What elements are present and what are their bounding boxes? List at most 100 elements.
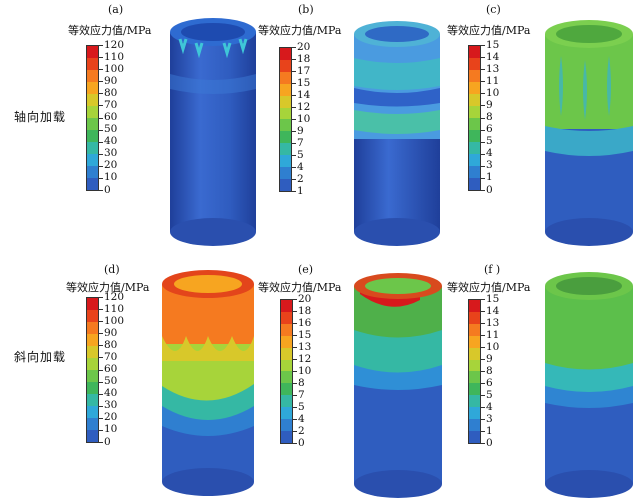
colorbar-tick-label: 0 — [486, 183, 493, 196]
colorbar-tick-mark — [99, 333, 103, 335]
colorbar-swatch — [280, 59, 291, 72]
colorbar-swatch — [87, 370, 98, 382]
colorbar-swatch — [469, 335, 480, 348]
cylinder-oblique-f — [545, 272, 633, 498]
colorbar-swatch — [469, 178, 480, 190]
colorbar-tick-label: 15 — [297, 76, 311, 89]
colorbar-tick-label: 7 — [297, 136, 304, 149]
colorbar-tick-label: 1 — [486, 424, 493, 437]
colorbar-tick-label: 14 — [297, 88, 311, 101]
colorbar-title: 等效应力值/MPa — [258, 281, 342, 294]
colorbar-swatch — [281, 407, 292, 420]
colorbar-swatch — [87, 46, 98, 58]
panel-letter: (a) — [108, 3, 124, 16]
colorbar-tick-label: 7 — [298, 388, 305, 401]
colorbar-tick-label: 100 — [104, 314, 125, 327]
colorbar-tick-label: 3 — [486, 412, 493, 425]
colorbar-tick-label: 40 — [104, 135, 118, 148]
colorbar-tick-mark — [99, 381, 103, 383]
colorbar-tick-label: 9 — [486, 98, 493, 111]
colorbar-tick-mark — [99, 405, 103, 407]
colorbar-swatch — [280, 178, 291, 191]
colorbar-tick-label: 16 — [298, 316, 312, 329]
colorbar-swatch — [469, 154, 480, 166]
colorbar-tick-mark — [292, 179, 296, 180]
colorbar-tick-label: 15 — [486, 38, 500, 51]
colorbar-tick-mark — [481, 299, 485, 300]
colorbar-tick-mark — [481, 443, 485, 444]
colorbar-tick-mark — [292, 131, 296, 132]
colorbar-tick-label: 50 — [104, 375, 118, 388]
colorbar-swatch — [280, 119, 291, 132]
colorbar-tick-mark — [293, 407, 297, 408]
colorbar-tick-label: 5 — [486, 135, 493, 148]
colorbar-tick-label: 20 — [104, 411, 118, 424]
colorbar-tick-mark — [293, 359, 297, 360]
colorbar-tick-label: 5 — [298, 400, 305, 413]
colorbar-tick-mark — [481, 69, 485, 71]
colorbar-swatch — [469, 70, 480, 82]
colorbar-tick-mark — [481, 371, 485, 372]
colorbar-tick-label: 20 — [298, 292, 312, 305]
colorbar-tick-label: 1 — [486, 171, 493, 184]
colorbar-tick-label: 10 — [104, 171, 118, 184]
colorbar-tick-mark — [99, 57, 103, 59]
colorbar-tick-label: 13 — [486, 62, 500, 75]
colorbar-swatch — [469, 166, 480, 178]
colorbar-tick-label: 4 — [297, 160, 304, 173]
colorbar-tick-mark — [292, 59, 296, 60]
colorbar-tick-label: 40 — [104, 387, 118, 400]
colorbar-tick-mark — [99, 190, 103, 191]
colorbar-tick-mark — [99, 153, 103, 155]
colorbar-tick-mark — [481, 129, 485, 131]
colorbar-swatch — [469, 383, 480, 396]
colorbar-tick-label: 14 — [486, 50, 500, 63]
colorbar-tick-label: 13 — [298, 340, 312, 353]
colorbar-tick-mark — [292, 119, 296, 120]
colorbar-tick-mark — [99, 165, 103, 167]
colorbar-swatch — [87, 178, 98, 190]
colorbar-tick-label: 10 — [104, 423, 118, 436]
colorbar-tick-mark — [292, 71, 296, 72]
colorbar-tick-mark — [292, 155, 296, 156]
colorbar — [86, 297, 99, 443]
colorbar-tick-label: 10 — [297, 112, 311, 125]
colorbar-tick-label: 15 — [298, 328, 312, 341]
colorbar-swatch — [280, 83, 291, 96]
panel-letter: (f ) — [484, 263, 501, 276]
colorbar-tick-label: 0 — [104, 435, 111, 448]
colorbar-tick-label: 18 — [298, 304, 312, 317]
cylinder-axial-a — [170, 18, 256, 246]
colorbar-tick-mark — [481, 383, 485, 384]
colorbar-swatch — [469, 130, 480, 142]
colorbar-tick-mark — [292, 83, 296, 84]
colorbar-swatch — [469, 323, 480, 336]
colorbar-title: 等效应力值/MPa — [258, 24, 342, 37]
colorbar-tick-mark — [99, 393, 103, 395]
colorbar-tick-mark — [293, 299, 297, 300]
colorbar-tick-mark — [99, 105, 103, 107]
colorbar-swatch — [469, 419, 480, 431]
colorbar-swatch — [469, 407, 480, 420]
colorbar-tick-mark — [99, 345, 103, 347]
colorbar-swatch — [281, 359, 292, 372]
colorbar-swatch — [280, 107, 291, 120]
colorbar-tick-label: 4 — [486, 400, 493, 413]
colorbar-tick-label: 10 — [298, 364, 312, 377]
colorbar-tick-mark — [293, 431, 297, 432]
colorbar-title: 等效应力值/MPa — [68, 24, 152, 37]
colorbar-swatch — [281, 419, 292, 431]
colorbar-tick-mark — [99, 309, 103, 311]
colorbar-tick-label: 10 — [486, 86, 500, 99]
colorbar-swatch — [281, 323, 292, 336]
colorbar-tick-label: 6 — [486, 123, 493, 136]
colorbar-tick-mark — [99, 177, 103, 179]
colorbar-tick-mark — [481, 190, 485, 191]
colorbar-tick-label: 14 — [486, 304, 500, 317]
colorbar-tick-label: 70 — [104, 350, 118, 363]
colorbar-swatch — [281, 430, 292, 443]
colorbar-tick-mark — [481, 395, 485, 396]
colorbar-tick-label: 110 — [104, 302, 125, 315]
colorbar-tick-mark — [292, 191, 296, 192]
colorbar-swatch — [87, 118, 98, 130]
